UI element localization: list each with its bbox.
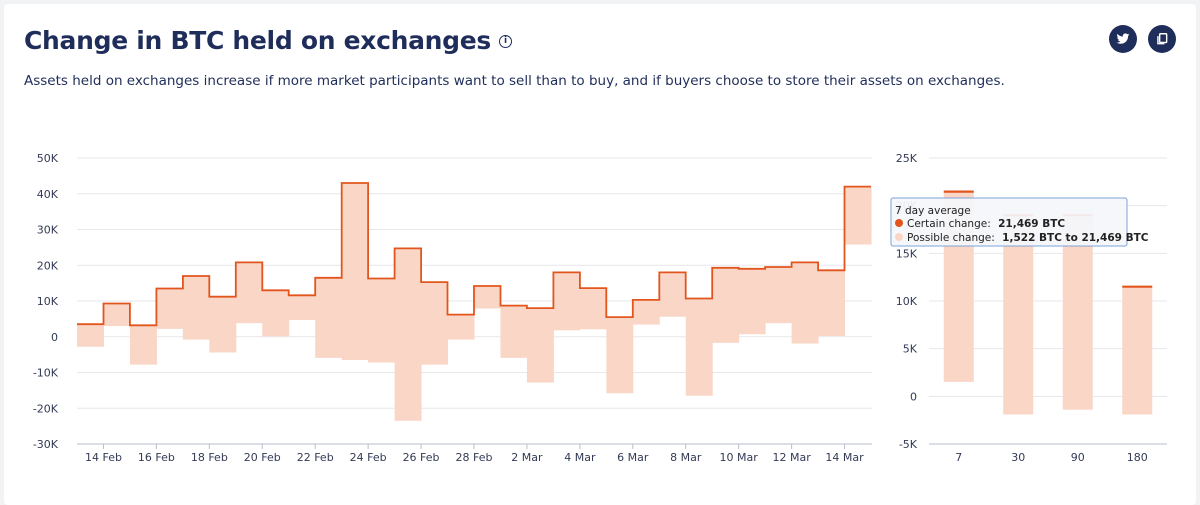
x-tick-label: 14 Mar <box>825 451 864 464</box>
possible-marker-icon <box>895 233 903 241</box>
y-tick-label: 30K <box>37 224 59 237</box>
y-tick-label: 5K <box>903 343 918 356</box>
y-tick-label: 0 <box>51 331 58 344</box>
possible-change-band <box>77 324 104 347</box>
y-tick-label: 15K <box>896 247 918 260</box>
info-icon[interactable]: i <box>499 35 512 48</box>
possible-change-band <box>712 267 740 343</box>
x-tick-label: 2 Mar <box>511 451 543 464</box>
copy-icon <box>1157 33 1168 45</box>
possible-change-band <box>129 325 157 365</box>
average-possible-bar <box>1122 286 1153 415</box>
twitter-icon <box>1116 33 1130 44</box>
y-tick-label: 40K <box>37 188 59 201</box>
possible-change-band <box>182 275 210 340</box>
x-tick-label: 8 Mar <box>670 451 702 464</box>
possible-change-band <box>606 317 634 394</box>
x-tick-label: 12 Mar <box>772 451 811 464</box>
possible-change-band <box>844 186 872 245</box>
page-title: Change in BTC held on exchanges <box>24 26 491 55</box>
possible-change-band <box>447 314 475 340</box>
possible-change-band <box>632 299 660 325</box>
tooltip-possible-label: Possible change: <box>907 232 995 244</box>
y-tick-label: -5K <box>899 438 918 451</box>
tooltip-certain-label: Certain change: <box>907 218 991 230</box>
possible-change-band <box>156 288 184 329</box>
certain-change-line <box>77 182 871 327</box>
x-tick-label: 26 Feb <box>403 451 440 464</box>
possible-change-band <box>526 308 554 383</box>
tooltip: 7 day average Certain change: 21,469 BTC… <box>890 197 1149 247</box>
possible-change-band <box>738 268 766 335</box>
y-tick-label: 0 <box>910 390 917 403</box>
x-tick-label: 24 Feb <box>350 451 387 464</box>
possible-change-band <box>421 282 449 365</box>
x-tick-label: 16 Feb <box>138 451 175 464</box>
twitter-share-button[interactable] <box>1109 25 1137 53</box>
possible-change-band <box>209 296 237 353</box>
x-tick-label: 180 <box>1127 451 1148 464</box>
title-row: Change in BTC held on exchanges i <box>24 26 512 55</box>
x-tick-label: 18 Feb <box>191 451 228 464</box>
tooltip-certain-value: 21,469 BTC <box>998 218 1065 230</box>
x-tick-label: 28 Feb <box>456 451 493 464</box>
tooltip-possible-line: Possible change: 1,522 BTC to 21,469 BTC <box>907 232 1149 244</box>
possible-change-band <box>288 295 316 320</box>
chart-card: Change in BTC held on exchanges i Assets… <box>4 4 1196 505</box>
average-possible-bar <box>1003 215 1034 415</box>
possible-change-band <box>765 267 793 324</box>
possible-change-band <box>685 298 713 396</box>
possible-change-band <box>818 270 846 337</box>
x-tick-label: 22 Feb <box>297 451 334 464</box>
x-tick-label: 90 <box>1071 451 1085 464</box>
y-tick-label: 10K <box>37 295 59 308</box>
x-tick-label: 30 <box>1011 451 1025 464</box>
y-tick-label: 20K <box>37 259 59 272</box>
tooltip-certain-line: Certain change: 21,469 BTC <box>907 218 1065 230</box>
page-subtitle: Assets held on exchanges increase if mor… <box>24 73 1005 89</box>
x-tick-label: 7 <box>955 451 962 464</box>
copy-button[interactable] <box>1148 25 1176 53</box>
tooltip-title: 7 day average <box>895 205 971 217</box>
possible-change-band <box>394 248 422 421</box>
x-tick-label: 10 Mar <box>720 451 759 464</box>
possible-change-band <box>791 262 819 344</box>
y-tick-label: 50K <box>37 152 59 165</box>
possible-change-band <box>341 183 369 360</box>
possible-change-band <box>474 285 501 309</box>
x-tick-label: 6 Mar <box>617 451 649 464</box>
main-chart: 50K 40K 30K 20K 10K 0 -10K -20K -30K 14 Feb 16 Feb… <box>33 152 872 464</box>
y-tick-label: 25K <box>896 152 918 165</box>
y-tick-label: -10K <box>33 367 59 380</box>
possible-change-band <box>579 288 607 330</box>
possible-change-band <box>500 305 528 358</box>
possible-change-band <box>659 272 687 317</box>
certain-marker-icon <box>895 219 903 227</box>
possible-change-band <box>235 262 263 324</box>
x-tick-label: 20 Feb <box>244 451 281 464</box>
y-tick-label: 10K <box>896 295 918 308</box>
tooltip-possible-value: 1,522 BTC to 21,469 BTC <box>1002 232 1149 244</box>
tooltip-background <box>890 197 1128 247</box>
possible-change-band <box>368 278 396 363</box>
possible-change-band <box>315 277 343 358</box>
average-possible-bar <box>1062 215 1093 410</box>
possible-change-band <box>553 272 581 331</box>
y-tick-label: -30K <box>33 438 59 451</box>
y-tick-label: -20K <box>33 402 59 415</box>
possible-change-band <box>103 303 131 327</box>
possible-change-band <box>262 290 290 337</box>
x-tick-label: 14 Feb <box>85 451 122 464</box>
x-tick-label: 4 Mar <box>564 451 596 464</box>
